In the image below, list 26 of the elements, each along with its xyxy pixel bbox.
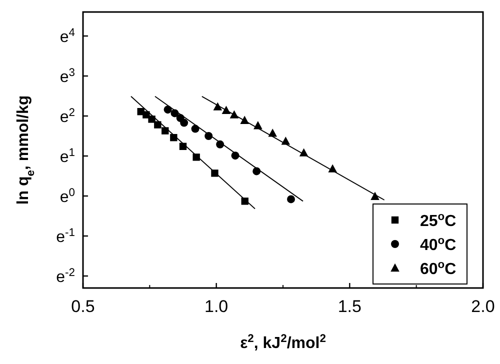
y-tick-label: e$^{2}$ <box>60 107 75 126</box>
point <box>287 195 295 204</box>
y-tick-label: e$^{0}$ <box>60 187 75 206</box>
point <box>213 102 222 110</box>
point <box>268 128 277 137</box>
x-tick-label: 1.0 <box>204 297 228 316</box>
legend-label: 40$^{o}$C <box>420 235 457 254</box>
x-tick-label: 0.5 <box>71 297 95 316</box>
y-tick-label: e$^{4}$ <box>60 27 75 46</box>
y-tick-label: e$^{-1}$ <box>56 227 75 246</box>
x-axis-title: ε$^{2}$, kJ$^{2}$/mol$^{2}$ <box>240 333 326 352</box>
x-tick-label: 1.5 <box>338 297 362 316</box>
point <box>164 106 172 114</box>
y-tick-label: e$^{3}$ <box>60 67 75 86</box>
y-tick-label: e$^{1}$ <box>60 147 75 166</box>
point <box>148 116 156 123</box>
point <box>211 170 218 177</box>
point <box>192 154 200 161</box>
legend-label: 25$^{o}$C <box>420 211 457 230</box>
point <box>154 121 162 128</box>
point <box>180 118 188 127</box>
point <box>162 127 169 134</box>
y-tick-label: e$^{-2}$ <box>56 267 75 286</box>
point <box>281 136 290 145</box>
legend-label: 60$^{o}$C <box>420 259 457 278</box>
x-tick-label: 2.0 <box>471 297 495 316</box>
